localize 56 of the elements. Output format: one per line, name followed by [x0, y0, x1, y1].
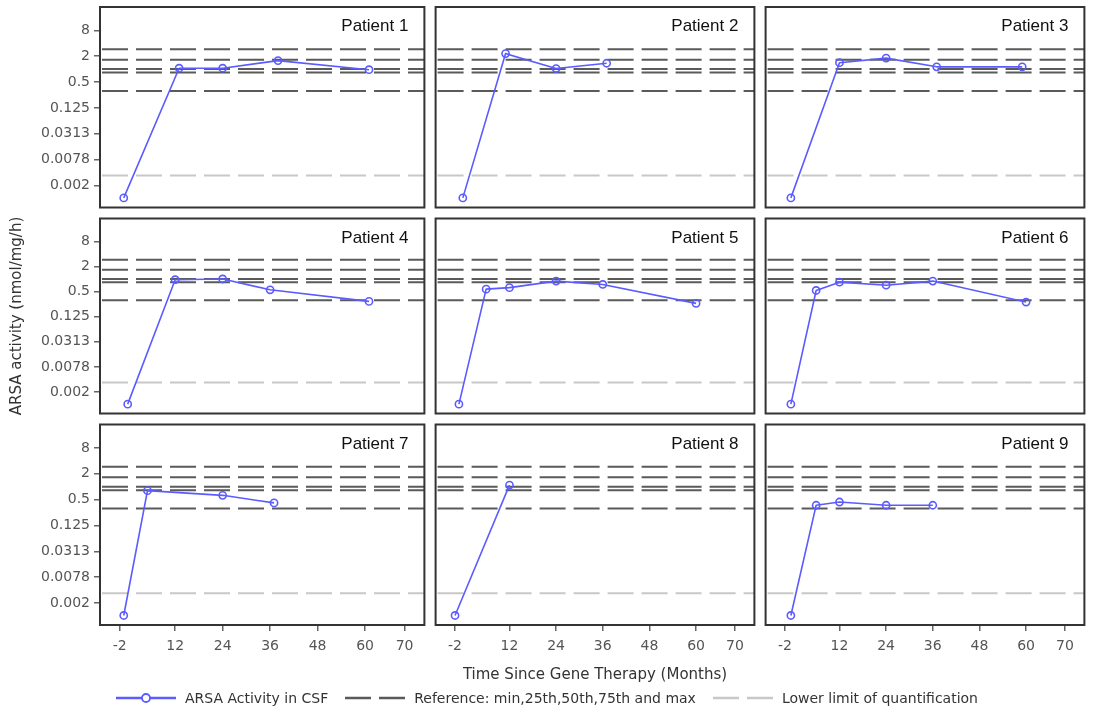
y-axis-title: ARSA activity (nmol/mg/h): [6, 216, 25, 416]
y-tick-label: 0.125: [49, 98, 90, 115]
y-tick-label: 8: [81, 20, 90, 37]
y-tick-label: 0.125: [49, 516, 90, 533]
text: Patient 1: [341, 16, 409, 36]
y-tick-label: 0.002: [49, 593, 90, 610]
y-tick-label: 0.002: [49, 382, 90, 399]
x-axis-title: Time Since Gene Therapy (Months): [461, 664, 728, 683]
text: Patient 2: [671, 16, 739, 36]
y-tick-label: 0.0313: [41, 541, 90, 558]
text: Patient 6: [1001, 227, 1069, 247]
x-tick-label: 60: [687, 637, 705, 654]
legend-label: Lower limit of quantification: [781, 690, 978, 706]
x-tick-label: 36: [923, 637, 942, 654]
x-tick-label: 48: [308, 637, 327, 654]
text: Patient 7: [341, 433, 409, 453]
y-tick-label: 0.5: [67, 72, 90, 89]
x-tick-label: 60: [356, 637, 374, 654]
x-tick-label: 60: [1017, 637, 1035, 654]
x-tick-label: 36: [261, 637, 280, 654]
x-tick-label: 36: [593, 637, 612, 654]
legend-label: ARSA Activity in CSF: [184, 690, 329, 706]
y-tick-label: 0.125: [49, 307, 90, 324]
y-tick-label: 2: [81, 257, 90, 274]
y-tick-label: 8: [81, 438, 90, 455]
text: Patient 3: [1001, 16, 1069, 36]
x-tick-label: 12: [166, 637, 185, 654]
x-tick-label: 48: [640, 637, 659, 654]
text: Patient 4: [341, 227, 409, 247]
x-tick-label: -2: [112, 637, 127, 654]
y-tick-label: 0.0078: [41, 357, 90, 374]
x-tick-label: 70: [1056, 637, 1074, 654]
x-tick-label: -2: [448, 637, 463, 654]
x-tick-label: 70: [726, 637, 744, 654]
x-tick-label: 70: [395, 637, 414, 654]
y-tick-label: 0.0078: [41, 567, 90, 584]
y-tick-label: 8: [81, 231, 90, 248]
y-tick-label: 0.5: [67, 282, 90, 299]
y-tick-label: 0.5: [67, 490, 90, 507]
y-tick-label: 0.002: [49, 176, 90, 193]
x-tick-label: -2: [778, 637, 793, 654]
text: Patient 9: [1001, 433, 1069, 453]
y-tick-label: 0.0313: [41, 332, 90, 349]
x-tick-label: 24: [213, 637, 232, 654]
legend-label: Reference: min,25th,50th,75th and max: [414, 690, 696, 706]
x-tick-label: 48: [970, 637, 989, 654]
x-tick-label: 12: [500, 637, 519, 654]
y-tick-label: 2: [81, 46, 90, 63]
x-tick-label: 12: [830, 637, 849, 654]
x-tick-label: 24: [877, 637, 896, 654]
y-tick-label: 0.0313: [41, 124, 90, 141]
text: Patient 8: [671, 433, 739, 453]
text: Patient 5: [671, 227, 739, 247]
x-tick-label: 24: [547, 637, 566, 654]
y-tick-label: 0.0078: [41, 150, 90, 167]
y-tick-label: 2: [81, 464, 90, 481]
